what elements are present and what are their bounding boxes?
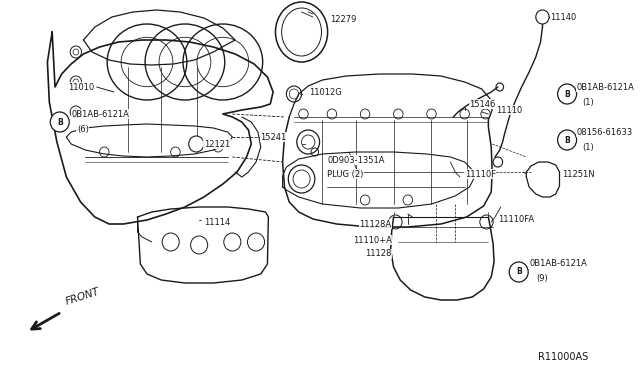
Text: (1): (1): [582, 142, 594, 151]
Text: B: B: [564, 90, 570, 99]
Circle shape: [557, 84, 577, 104]
Circle shape: [557, 130, 577, 150]
Text: 0D903-1351A: 0D903-1351A: [327, 155, 385, 164]
Text: 11140: 11140: [550, 13, 576, 22]
Text: 11251N: 11251N: [563, 170, 595, 179]
Text: 11114: 11114: [204, 218, 230, 227]
Circle shape: [509, 262, 528, 282]
Text: 11110FA: 11110FA: [498, 215, 534, 224]
Text: 11110+A: 11110+A: [353, 235, 392, 244]
Text: 15241: 15241: [260, 132, 286, 141]
Text: 0B1AB-6121A: 0B1AB-6121A: [529, 260, 587, 269]
Circle shape: [189, 136, 204, 152]
Circle shape: [51, 112, 69, 132]
Text: 12279: 12279: [330, 15, 356, 23]
Text: 11110F: 11110F: [465, 170, 496, 179]
Circle shape: [536, 10, 549, 24]
Text: (9): (9): [536, 275, 548, 283]
Text: (1): (1): [582, 97, 594, 106]
Text: 0B1AB-6121A: 0B1AB-6121A: [577, 83, 634, 92]
Text: FRONT: FRONT: [65, 286, 101, 307]
Text: R11000AS: R11000AS: [538, 352, 588, 362]
Text: 11110: 11110: [496, 106, 522, 115]
Text: 15146: 15146: [469, 99, 496, 109]
Text: 12121: 12121: [204, 140, 230, 148]
Text: PLUG (2): PLUG (2): [327, 170, 364, 179]
Text: 11010: 11010: [68, 83, 95, 92]
Text: (6): (6): [77, 125, 89, 134]
Text: 0B1AB-6121A: 0B1AB-6121A: [71, 109, 129, 119]
Text: 11128: 11128: [365, 250, 392, 259]
Text: 11128A: 11128A: [360, 219, 392, 228]
Text: 08156-61633: 08156-61633: [577, 128, 633, 137]
Text: B: B: [57, 118, 63, 126]
Text: 11012G: 11012G: [309, 87, 342, 96]
Text: B: B: [564, 135, 570, 144]
Text: B: B: [516, 267, 522, 276]
